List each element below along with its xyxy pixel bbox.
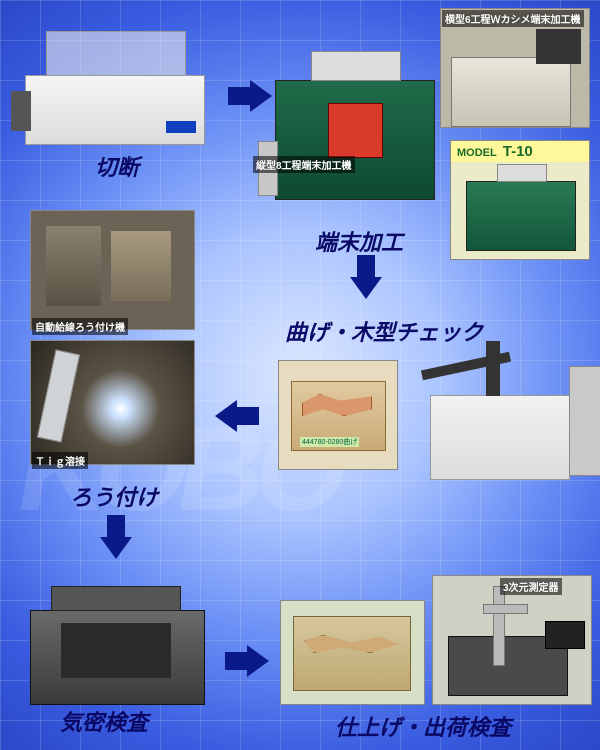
title-bend: 曲げ・木型チェック [285, 315, 483, 347]
caption-autofeed: 自動給線ろう付け機 [32, 318, 128, 335]
panel-wood-jig: 444780-0280曲げ [278, 360, 398, 470]
title-leak: 気密検査 [60, 705, 148, 737]
arrow-leak-to-finish [225, 645, 269, 677]
machine-leak-test [20, 575, 215, 705]
arrow-bend-to-braze [215, 400, 259, 432]
t10-name-label: T-10 [503, 143, 533, 160]
panel-autofeed-braze [30, 210, 195, 330]
caption-horiz6: 横型6工程Ｗカシメ端末加工機 [442, 10, 584, 27]
title-finish: 仕上げ・出荷検査 [335, 710, 511, 742]
arrow-braze-to-leak [100, 515, 132, 559]
machine-cutting [10, 15, 220, 145]
flow-stage: 切断 縦型8工程端末加工機 横型6工程Ｗカシメ端末加工機 MODEL T-10 … [0, 0, 600, 750]
title-cutting: 切断 [95, 150, 139, 182]
caption-tig: Ｔｉｇ溶接 [32, 452, 88, 469]
t10-model-label: MODEL [457, 147, 497, 159]
title-terminal: 端末加工 [315, 225, 403, 257]
caption-cmm: 3次元測定器 [500, 578, 562, 595]
machine-vert8 [270, 40, 440, 200]
machine-bender [405, 345, 595, 480]
panel-t10: MODEL T-10 [450, 140, 590, 260]
panel-tig-weld [30, 340, 195, 465]
title-braze: ろう付け [70, 480, 158, 512]
panel-finish-jig [280, 600, 425, 705]
arrow-terminal-to-bend [350, 255, 382, 299]
arrow-cut-to-terminal [228, 80, 272, 112]
caption-vert8: 縦型8工程端末加工機 [253, 156, 355, 173]
